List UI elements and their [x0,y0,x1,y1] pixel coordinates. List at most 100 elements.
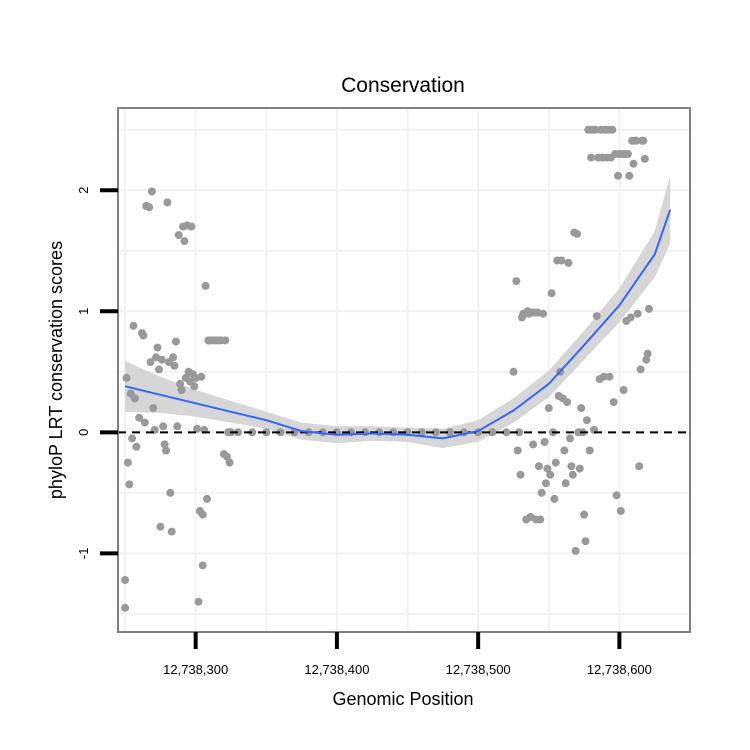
data-points [121,125,653,612]
data-point [156,522,165,531]
data-point [180,237,189,246]
data-point [221,336,230,345]
data-point [176,379,185,388]
data-point [557,256,566,265]
x-tick-label: 12,738,600 [587,662,652,677]
plot-panel [118,108,690,632]
chart-title: Conservation [341,74,465,97]
data-point [153,343,162,352]
data-point [147,187,156,196]
data-point [190,382,199,391]
data-point [139,331,148,340]
data-point [619,386,628,394]
data-point [173,422,182,431]
data-point [626,313,635,322]
data-point [625,171,634,180]
data-point [132,442,141,451]
data-point [547,289,556,298]
data-point [582,416,591,425]
data-point [167,527,176,536]
x-axis: 12,738,300 12,738,400 12,738,500 12,738,600 [163,632,652,677]
data-point [544,404,553,413]
data-point [225,458,234,467]
data-point [194,597,203,606]
data-point [160,440,169,449]
x-tick-label: 12,738,300 [163,662,228,677]
y-axis: -1 0 1 2 [76,187,118,559]
data-point [198,510,207,519]
data-point [125,480,134,489]
data-point [122,373,131,382]
data-point [633,309,642,318]
data-point [632,136,641,145]
x-tick-label: 12,738,400 [304,662,369,677]
data-point [166,488,175,497]
data-point [515,428,524,437]
data-point [550,494,559,503]
data-point [645,304,653,313]
data-point [157,355,166,364]
data-point [140,418,149,427]
data-point [643,349,652,358]
data-point [537,488,546,497]
data-point [128,434,137,443]
data-point [248,428,257,437]
data-point [512,277,521,286]
data-point [609,398,618,407]
data-point [605,372,614,381]
data-point [502,428,511,437]
y-tick-label: 1 [76,308,91,315]
loess-line [124,209,672,440]
data-point [121,603,130,612]
data-point [585,446,594,455]
data-point [561,479,570,488]
y-tick-label: 2 [76,187,91,194]
data-point [568,470,577,479]
data-point [431,428,440,437]
data-point [121,576,130,584]
data-point [629,159,638,168]
data-point [529,440,538,449]
data-point [571,546,580,555]
data-point [509,367,518,376]
gridlines [118,108,690,632]
data-point [170,361,179,370]
data-point [608,125,617,134]
data-point [564,258,573,267]
data-point [445,428,454,437]
data-point [546,470,555,479]
data-point [222,452,231,461]
data-point [536,515,545,524]
data-point [566,434,574,443]
smooth-line [124,209,672,440]
data-point [639,136,648,145]
data-point [155,365,163,374]
data-point [541,479,550,488]
data-point [488,428,497,437]
data-point [177,386,186,394]
data-point [163,198,172,207]
data-point [616,507,625,515]
data-point [145,203,154,212]
y-tick-label: 0 [76,429,91,436]
data-point [587,153,596,162]
data-point [171,337,180,346]
data-point [513,446,522,455]
data-point [635,462,644,471]
data-point [540,438,549,446]
data-point [162,446,170,455]
data-point [580,510,589,519]
data-point [575,464,584,473]
data-point [623,150,632,158]
data-point [146,358,155,367]
data-point [197,372,206,381]
data-point [551,458,560,467]
panel-border [117,107,691,633]
data-point [640,154,649,163]
data-point [534,462,543,471]
data-point [201,281,210,290]
data-point [169,353,178,362]
data-point [417,428,426,437]
data-point [129,321,138,330]
data-point [187,222,196,231]
